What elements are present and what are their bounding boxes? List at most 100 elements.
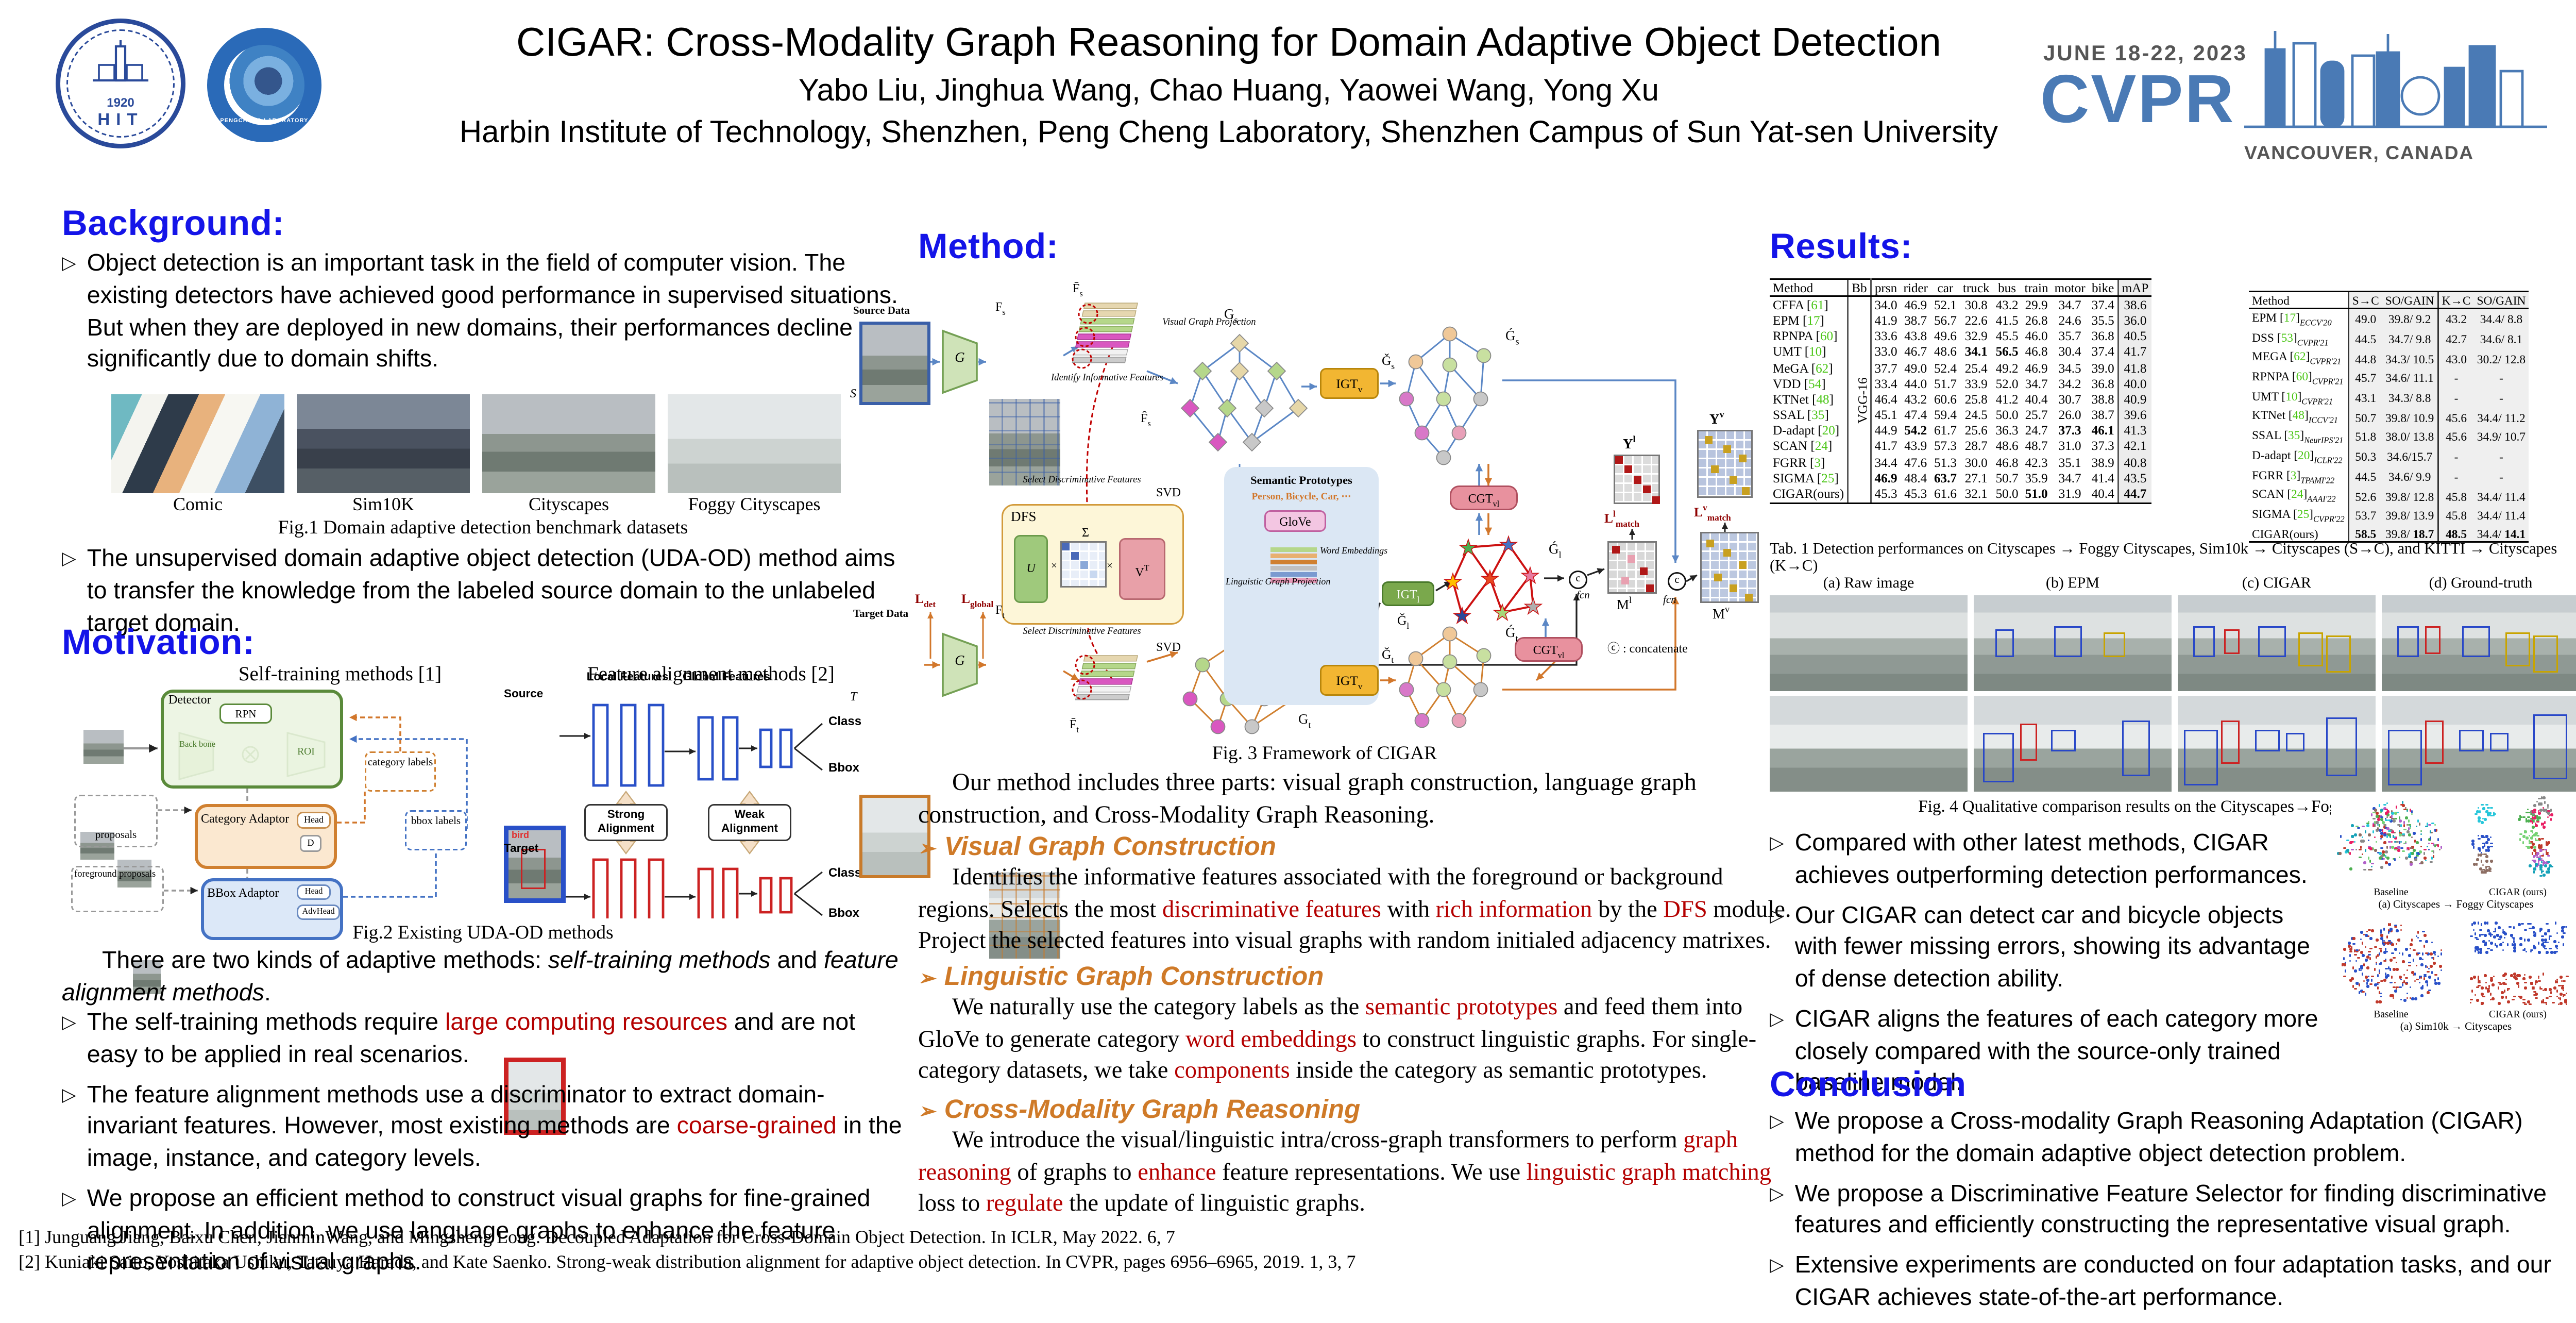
value-cell: - [2437, 388, 2474, 408]
fig3-identify-label: Identify Informative Features [1051, 373, 1163, 383]
value-cell: 40.4 [2025, 392, 2048, 407]
method-cell: CIGAR(ours) [1770, 486, 1848, 504]
reference-item: [1] Junguang Jiang, Baixu Chen, JianminW… [19, 1226, 1175, 1248]
value-cell: 41.2 [1995, 392, 2019, 407]
fig3-sigma-matrix [1060, 541, 1107, 588]
value-cell: 45.1 [1874, 408, 1897, 423]
fig3-gt-label: Gt [1298, 711, 1311, 731]
detection-box [2462, 626, 2490, 657]
hit-logo-inner-ring [66, 29, 175, 138]
value-cell: - [2473, 369, 2529, 389]
table-row: MEGA [62]CVPR'21 44.8 34.3/ 10.5 43.0 30.2/ … [2249, 348, 2529, 369]
value-cell: 36.8 [2091, 329, 2114, 344]
column-header: bus [1992, 278, 2022, 297]
method-cell: KTNet [48]ICCV'21 [2252, 409, 2338, 427]
detection-box [2425, 721, 2444, 764]
fig2-advhead-box: AdvHead [297, 905, 340, 920]
fig2-weak-alignment-box: Weak Alignment [708, 804, 791, 841]
fig3-lmatchl-loss: Llmatch [1604, 510, 1639, 530]
value-cell: 46.1 [2091, 424, 2114, 438]
fig3-fcn-label: fcn [1577, 589, 1590, 601]
poster-title: CIGAR: Cross-Modality Graph Reasoning fo… [516, 19, 1941, 65]
bullet-text: The feature alignment methods use a disc… [87, 1081, 902, 1173]
value-cell: 51.3 [1934, 455, 1957, 470]
fig3-word-embeddings-stack [1270, 547, 1317, 583]
fig2-proposal-image [117, 860, 151, 887]
value-cell: 34.5 [2058, 361, 2081, 375]
cvpr-city: VANCOUVER, CANADA [2244, 142, 2474, 164]
fig3-generator-label: G [955, 349, 965, 365]
detection-box [2221, 721, 2240, 764]
fig3-target-data-label: Target Data [853, 608, 909, 620]
fig1-caption: Fig.1 Domain adaptive detection benchmar… [278, 516, 688, 538]
backbone-cell [1847, 407, 1872, 424]
value-cell: 43.0 [2437, 348, 2474, 369]
method-cell: MEGA [62]CVPR'21 [2252, 349, 2342, 368]
bullet-text: Compared with other latest methods, CIGA… [1794, 830, 2308, 889]
value-cell: 30.0 [1964, 455, 1988, 470]
method-cell: CIGAR(ours) [2249, 526, 2349, 544]
value-cell: 46.9 [1904, 298, 1927, 312]
fig1-image-sim10k [297, 394, 470, 493]
value-cell: 51.0 [2021, 486, 2052, 504]
fig4-col-label: (b) EPM [2045, 575, 2100, 592]
value-cell: 52.0 [1995, 377, 2019, 391]
linguistic-graph-refined: ★ ★ ★ ★ ★★ ★ ★ [1443, 531, 1543, 629]
fig2-horse-image [83, 730, 124, 764]
method-cell: D-adapt [20]ICLR'22 [2252, 448, 2343, 466]
fig3-ml-label: Ml [1617, 597, 1632, 612]
fig1-image-comic [111, 394, 284, 493]
value-cell: 49.2 [1995, 361, 2019, 375]
value-cell: 50.0 [1995, 408, 2019, 423]
value-cell: 45.3 [1900, 486, 1931, 504]
value-cell: 44.0 [1904, 377, 1927, 391]
method-cell: SCAN [24] [1773, 440, 1833, 454]
fig2-bbox-adaptor-label: BBox Adaptor [207, 886, 279, 900]
fig2-strong-alignment-box: Strong Alignment [584, 804, 668, 841]
reference-item: [2] Kuniaki Saito, Yoshitaka Ushiku, Tat… [19, 1251, 1356, 1273]
method-sub3-heading: ➢ Cross-Modality Graph Reasoning [918, 1095, 1360, 1126]
column-header: car [1930, 278, 1960, 297]
fig2-caption: Fig.2 Existing UDA-OD methods [352, 922, 614, 943]
fig2-discriminator-box: D [300, 835, 321, 852]
method-cell: SIGMA [25] [1773, 471, 1839, 485]
backbone-cell [1847, 486, 1872, 504]
fig4-col-label: (a) Raw image [1823, 575, 1914, 592]
backbone-cell [1847, 455, 1872, 471]
svg-text:★: ★ [1452, 603, 1472, 628]
value-cell: 42.3 [2025, 455, 2048, 470]
backbone-cell [1847, 439, 1872, 455]
method-sub1-title: Visual Graph Construction [944, 832, 1276, 861]
background-bullet-2-text: The unsupervised domain adaptive object … [87, 546, 895, 637]
fig1: Comic Sim10K Cityscapes Foggy Cityscapes [111, 394, 869, 516]
fig3-lgp-label: Linguistic Graph Projection [1226, 578, 1331, 588]
value-cell: 40.0 [2117, 376, 2152, 392]
value-cell: 61.7 [1934, 424, 1957, 438]
value-cell: 39.8/ 12.8 [2382, 487, 2438, 507]
svg-text:★: ★ [1499, 532, 1518, 557]
fig3-ft-label: Ft [995, 603, 1005, 621]
conclusion-heading: Conclusion [1770, 1064, 1967, 1104]
fig3-we-label: Word Embeddings [1320, 547, 1388, 557]
table-row: SCAN [24]AAAI'22 52.6 39.8/ 12.8 45.8 34.4/ … [2249, 487, 2529, 507]
poster-authors: Yabo Liu, Jinghua Wang, Chao Huang, Yaow… [798, 74, 1659, 108]
results-bullets: ▷ Compared with other latest methods, CIG… [1770, 829, 2323, 1109]
svg-text:★: ★ [1520, 563, 1540, 588]
table1-backbone-label: VGG-16 [1854, 377, 1870, 424]
motivation-bullets: ▷ The self-training methods require large… [62, 1008, 904, 1288]
detection-box [2255, 730, 2280, 751]
poster-affiliations: Harbin Institute of Technology, Shenzhen… [459, 116, 1998, 150]
bullet-text: The self-training methods require large … [87, 1010, 856, 1068]
fig3-glove-box: GloVe [1264, 510, 1326, 532]
fig1-label: Foggy Cityscapes [688, 493, 821, 515]
method-cell: SCAN [24]AAAI'22 [2252, 488, 2336, 506]
table-row: KTNet [48] 46.4 43.2 60.6 25.8 41.2 40.4 30.7 38… [1770, 391, 2152, 408]
fig3-gla-label: Ǵl [1549, 541, 1562, 561]
value-cell: 44.5 [2347, 467, 2382, 487]
table-row: DSS [53]CVPR'21 44.5 34.7/ 9.8 42.7 34.6/ 8.… [2249, 329, 2529, 349]
value-cell: 48.6 [1934, 345, 1957, 360]
value-cell: 60.6 [1934, 392, 1957, 407]
fig2-title-right: Feature alignment methods [2] [587, 662, 835, 685]
value-cell: 30.7 [2058, 392, 2081, 407]
fig1-image-cityscapes [482, 394, 655, 493]
